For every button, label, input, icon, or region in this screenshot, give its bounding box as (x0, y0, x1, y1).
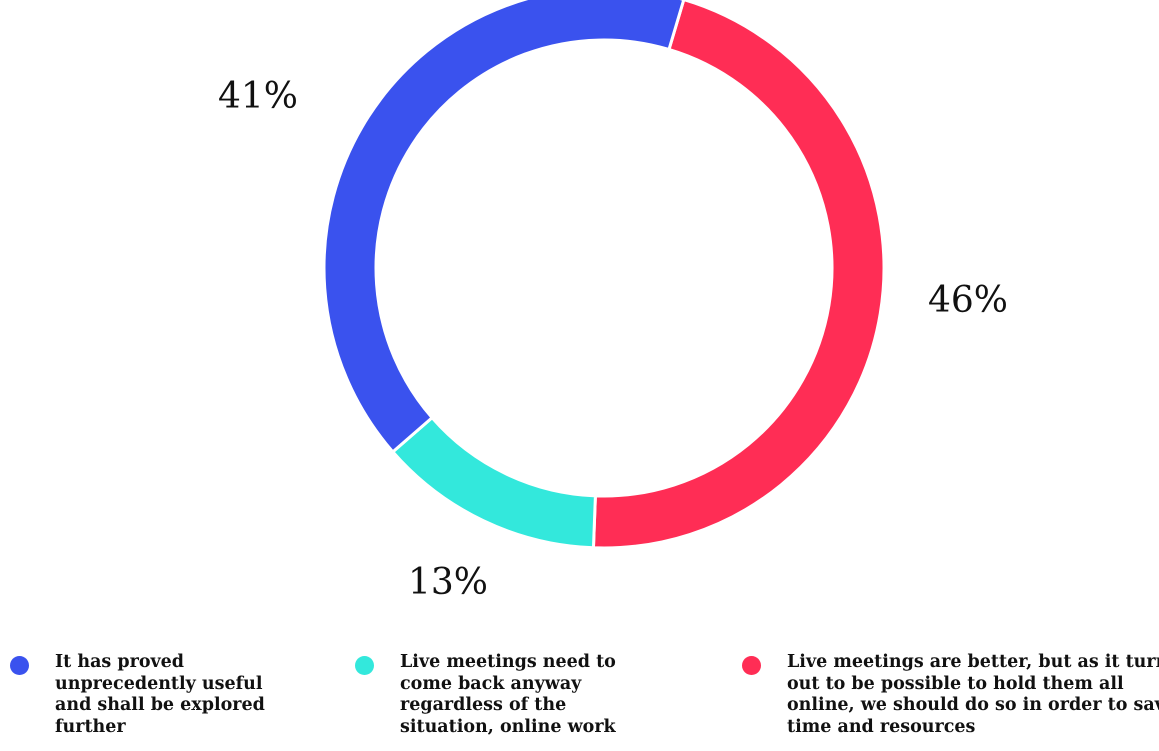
legend-dot-live-come-back (355, 656, 374, 675)
legend-label-live-better: Live meetings are better, but as it turn… (787, 652, 1159, 737)
slice-live-better (591, 0, 886, 550)
legend-item-live-better: Live meetings are better, but as it turn… (742, 652, 1159, 738)
slice-live-come-back (390, 415, 597, 550)
percent-labels: 46% 13% 41% (218, 76, 1008, 603)
legend-item-proved-useful: It has proved unprecedently useful and s… (10, 652, 270, 738)
legend-label-proved-useful: It has proved unprecedently useful and s… (55, 652, 265, 737)
legend-dot-live-better (742, 656, 761, 675)
slice-proved-useful (322, 0, 686, 454)
chart-legend: It has proved unprecedently useful and s… (0, 652, 1159, 751)
legend-dot-proved-useful (10, 656, 29, 675)
percent-label-proved-useful: 41% (218, 76, 298, 117)
legend-item-live-come-back: Live meetings need to come back anyway r… (355, 652, 660, 738)
legend-label-live-come-back: Live meetings need to come back anyway r… (400, 652, 616, 737)
percent-label-live-come-back: 13% (408, 562, 488, 603)
percent-label-live-better: 46% (928, 280, 1008, 321)
donut-slices (322, 0, 886, 550)
